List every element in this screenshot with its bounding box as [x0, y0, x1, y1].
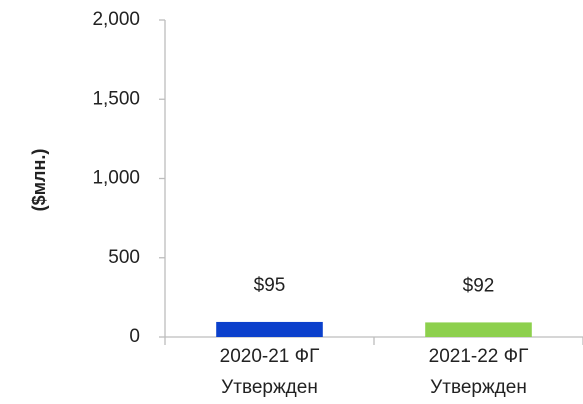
value-label: $92	[463, 275, 495, 296]
y-tick-label: 2,000	[92, 9, 140, 30]
value-label: $95	[254, 275, 286, 296]
y-tick-label: 0	[129, 326, 140, 347]
y-tick-label: 500	[108, 247, 140, 268]
x-tick-label: Утвержден	[221, 377, 318, 398]
y-tick-label: 1,500	[92, 88, 140, 109]
y-tick-label: 1,000	[92, 168, 140, 189]
x-tick-label: Утвержден	[430, 377, 527, 398]
x-tick-label: 2020-21 ФГ	[220, 346, 320, 367]
y-axis-label: ($млн.)	[29, 149, 49, 212]
bar	[216, 321, 323, 337]
bar	[425, 322, 532, 337]
x-tick-label: 2021-22 ФГ	[429, 346, 529, 367]
